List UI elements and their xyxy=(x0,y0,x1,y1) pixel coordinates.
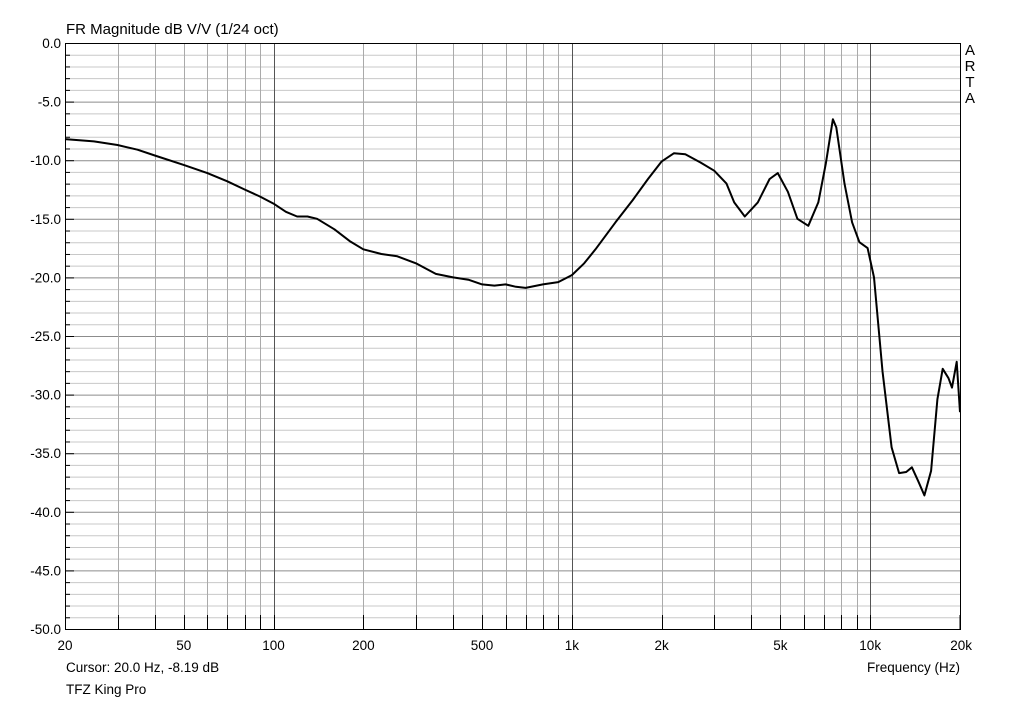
x-tick-label: 50 xyxy=(176,638,191,653)
frequency-response-line xyxy=(64,118,961,497)
cursor-readout: Cursor: 20.0 Hz, -8.19 dB xyxy=(66,660,220,675)
y-tick-label: 0.0 xyxy=(42,36,61,51)
x-tick-labels: 20 50 100 200 500 1k 2k 5k 10k 20k xyxy=(57,638,972,653)
y-tick-label: -50.0 xyxy=(30,622,61,637)
y-tick-label: -40.0 xyxy=(30,505,61,520)
y-tick-label: -35.0 xyxy=(30,446,61,461)
y-tick-label: -10.0 xyxy=(30,153,61,168)
x-tick-label: 20k xyxy=(950,638,972,653)
y-tick-label: -30.0 xyxy=(30,388,61,403)
x-tick-label: 2k xyxy=(655,638,670,653)
watermark-letter: A xyxy=(964,90,975,107)
y-tick-label: -20.0 xyxy=(30,270,61,285)
x-axis-label: Frequency (Hz) xyxy=(866,660,960,675)
plot-frame xyxy=(65,43,961,630)
x-tick-label: 5k xyxy=(773,638,788,653)
x-tick-label: 10k xyxy=(859,638,881,653)
y-tick-label: -5.0 xyxy=(38,95,61,110)
watermark-letter: A xyxy=(964,42,975,59)
watermark-letter: R xyxy=(964,58,976,75)
y-tick-label: -45.0 xyxy=(30,563,61,578)
x-tick-label: 1k xyxy=(565,638,580,653)
y-tick-labels: 0.0 -5.0 -10.0 -15.0 -20.0 -25.0 -30.0 -35.0 -40… xyxy=(30,36,61,637)
y-tick-label: -15.0 xyxy=(30,212,61,227)
watermark-letter: T xyxy=(965,74,975,91)
series-name: TFZ King Pro xyxy=(66,682,147,697)
x-tick-label: 20 xyxy=(57,638,72,653)
x-tick-label: 500 xyxy=(471,638,494,653)
chart-title: FR Magnitude dB V/V (1/24 oct) xyxy=(66,21,279,38)
x-tick-label: 200 xyxy=(352,638,375,653)
y-tick-label: -25.0 xyxy=(30,329,61,344)
grid-lines xyxy=(65,43,961,630)
x-tick-label: 100 xyxy=(262,638,285,653)
